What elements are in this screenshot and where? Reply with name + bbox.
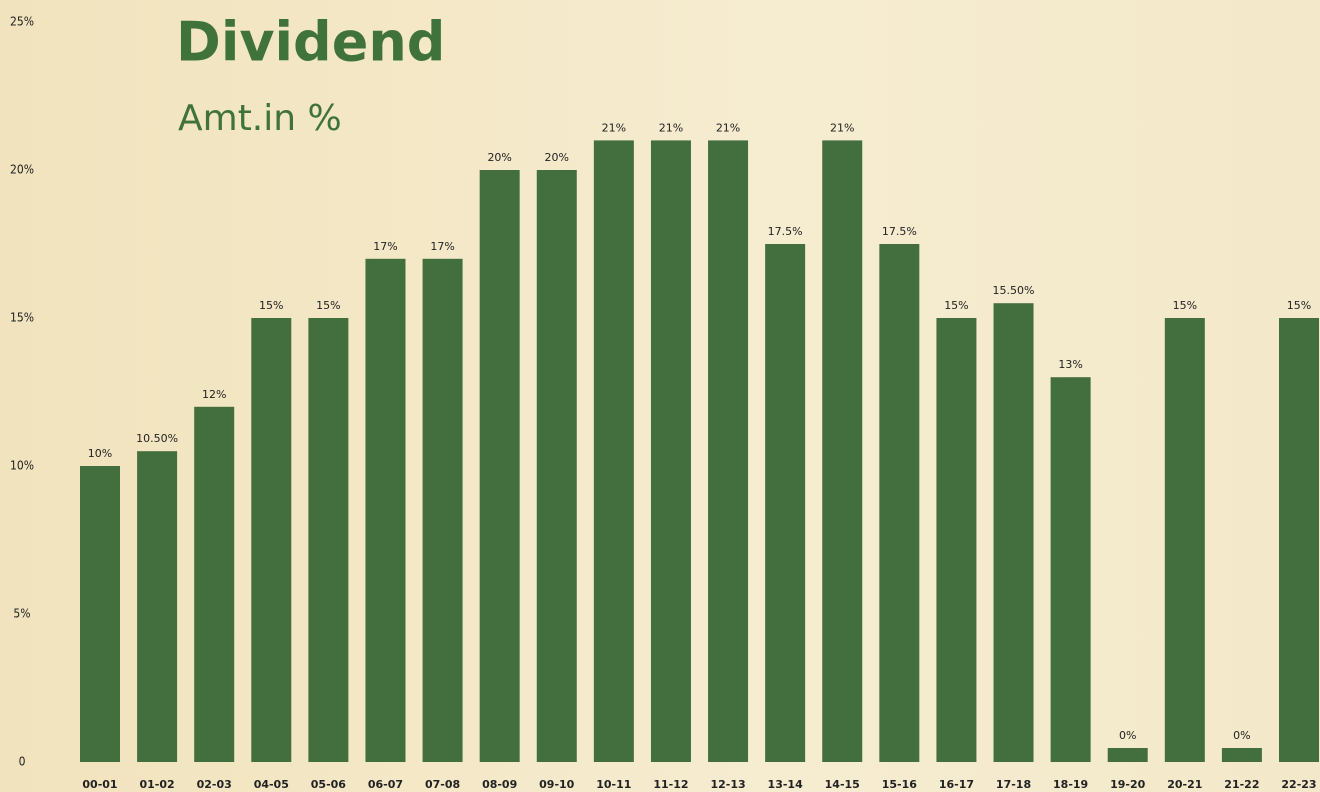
value-label: 21% bbox=[830, 121, 854, 134]
x-tick-label: 05-06 bbox=[311, 778, 347, 791]
value-label: 0% bbox=[1119, 729, 1136, 742]
x-tick-label: 08-09 bbox=[482, 778, 517, 791]
x-tick-label: 18-19 bbox=[1053, 778, 1088, 791]
value-label: 15% bbox=[944, 299, 968, 312]
bar bbox=[993, 303, 1034, 762]
y-tick-label: 20% bbox=[10, 163, 34, 177]
chart-subtitle: Amt.in % bbox=[178, 98, 342, 139]
bar bbox=[80, 466, 120, 762]
x-tick-label: 21-22 bbox=[1224, 778, 1259, 791]
bar bbox=[1279, 318, 1319, 762]
value-label: 10.50% bbox=[136, 432, 178, 445]
bar bbox=[1107, 748, 1148, 762]
value-label: 10% bbox=[88, 447, 112, 460]
bar bbox=[308, 318, 349, 762]
bar bbox=[137, 451, 178, 762]
x-tick-label: 14-15 bbox=[825, 778, 860, 791]
x-tick-label: 19-20 bbox=[1110, 778, 1146, 791]
x-tick-label: 22-23 bbox=[1281, 778, 1316, 791]
bar bbox=[708, 140, 749, 762]
value-label: 17.5% bbox=[768, 225, 803, 238]
value-label: 15.50% bbox=[993, 284, 1035, 297]
value-label: 17.5% bbox=[882, 225, 917, 238]
x-tick-label: 16-17 bbox=[939, 778, 974, 791]
value-label: 15% bbox=[316, 299, 340, 312]
bar bbox=[422, 258, 463, 762]
value-label: 17% bbox=[373, 240, 397, 253]
chart-title: Dividend bbox=[176, 11, 445, 74]
bar bbox=[251, 318, 292, 762]
x-tick-label: 06-07 bbox=[368, 778, 403, 791]
x-tick-label: 01-02 bbox=[140, 778, 175, 791]
x-tick-label: 10-11 bbox=[596, 778, 631, 791]
x-tick-label: 11-12 bbox=[653, 778, 688, 791]
x-tick-label: 00-01 bbox=[82, 778, 117, 791]
x-tick-label: 13-14 bbox=[768, 778, 804, 791]
bar bbox=[1221, 748, 1262, 762]
y-tick-label: 5% bbox=[13, 607, 30, 621]
y-tick-label: 0 bbox=[19, 755, 26, 769]
x-tick-label: 15-16 bbox=[882, 778, 918, 791]
value-label: 20% bbox=[545, 151, 569, 164]
bar bbox=[1164, 318, 1205, 762]
x-tick-label: 17-18 bbox=[996, 778, 1031, 791]
y-tick-label: 15% bbox=[10, 311, 34, 325]
x-tick-label: 09-10 bbox=[539, 778, 575, 791]
bar bbox=[936, 318, 977, 762]
bar bbox=[765, 244, 806, 762]
value-label: 20% bbox=[487, 151, 511, 164]
bar bbox=[536, 170, 577, 762]
bar bbox=[365, 258, 406, 762]
value-label: 15% bbox=[1287, 299, 1311, 312]
y-tick-label: 10% bbox=[10, 459, 34, 473]
value-label: 21% bbox=[659, 121, 683, 134]
value-label: 15% bbox=[1173, 299, 1197, 312]
x-tick-label: 20-21 bbox=[1167, 778, 1202, 791]
value-label: 21% bbox=[716, 121, 740, 134]
bar bbox=[479, 170, 520, 762]
bar bbox=[650, 140, 691, 762]
y-tick-label: 25% bbox=[10, 15, 34, 29]
bar bbox=[194, 406, 235, 762]
x-tick-label: 04-05 bbox=[254, 778, 289, 791]
bar bbox=[593, 140, 634, 762]
value-label: 0% bbox=[1233, 729, 1250, 742]
value-label: 15% bbox=[259, 299, 283, 312]
bar bbox=[822, 140, 863, 762]
value-label: 13% bbox=[1058, 358, 1082, 371]
x-tick-label: 12-13 bbox=[710, 778, 745, 791]
x-tick-label: 07-08 bbox=[425, 778, 460, 791]
value-label: 21% bbox=[602, 121, 626, 134]
value-label: 12% bbox=[202, 388, 226, 401]
x-tick-label: 02-03 bbox=[197, 778, 232, 791]
bar bbox=[1050, 377, 1091, 762]
bar bbox=[879, 244, 920, 762]
value-label: 17% bbox=[430, 240, 454, 253]
